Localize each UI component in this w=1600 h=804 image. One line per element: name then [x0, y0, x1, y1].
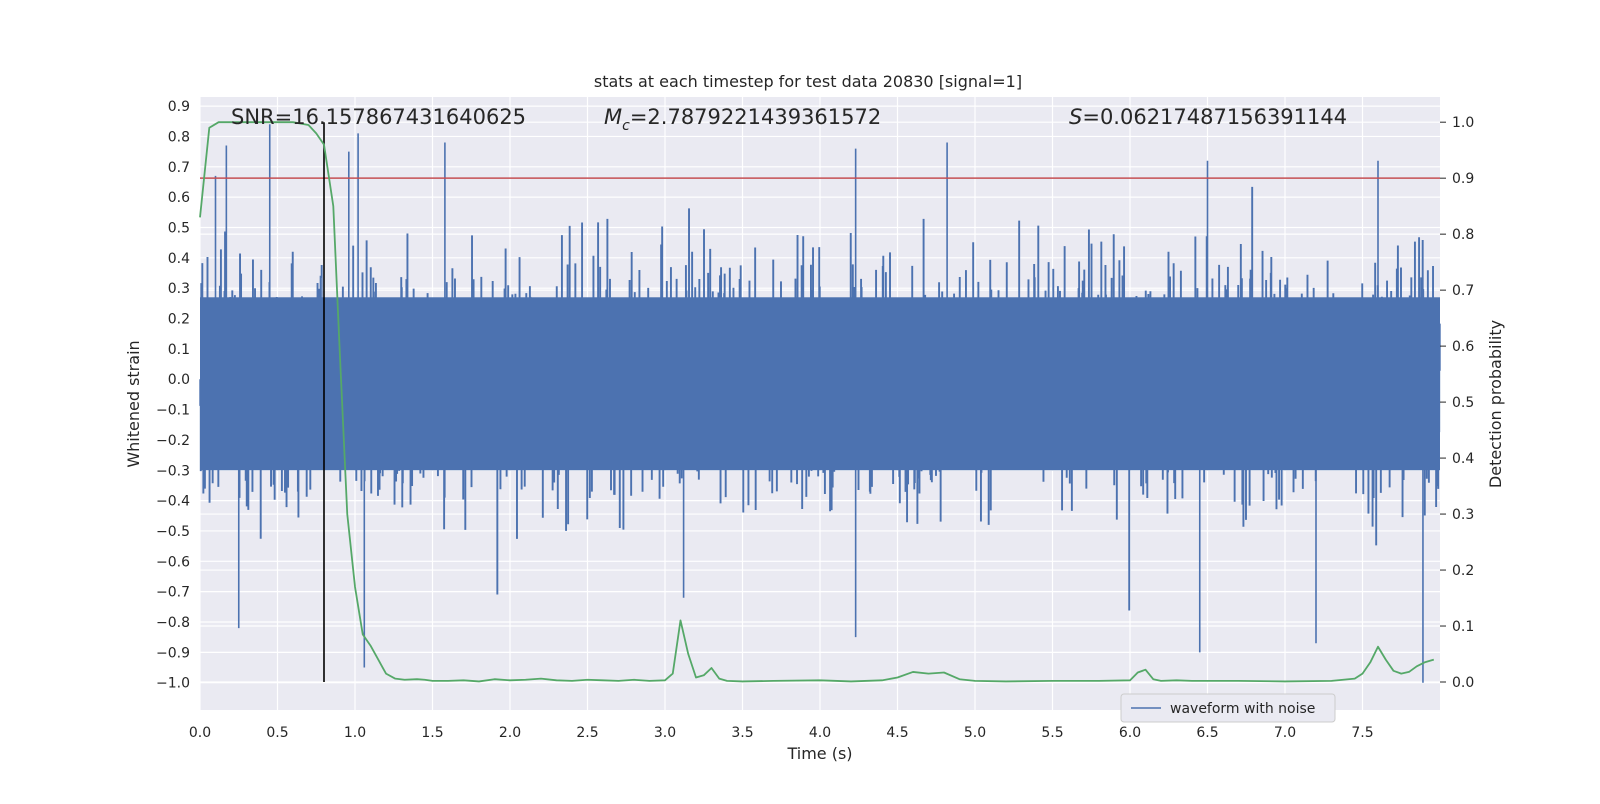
y-right-tick-label-8: 0.2	[1452, 563, 1474, 579]
legend: waveform with noise	[1120, 693, 1336, 723]
x-axis-label: Time (s)	[786, 744, 852, 763]
x-tick-label-3: 1.5	[421, 725, 443, 741]
y-left-tick-label-18: −0.9	[156, 645, 190, 661]
y-left-tick-label-4: 0.5	[168, 220, 190, 236]
y-left-axis-ticks: 0.9 0.8 0.7 0.6 0.5 0.4 0.3 0.2 0.1 0.0 −0.1 −0.2 −0…	[156, 99, 190, 692]
x-tick-label-14: 7.0	[1274, 725, 1296, 741]
legend-box	[1120, 693, 1336, 723]
x-tick-label-1: 0.5	[266, 725, 288, 741]
s-value: =0.06217487156391144	[1082, 105, 1347, 129]
probability-series	[199, 121, 1435, 683]
x-axis-ticks: 0.0 0.5 1.0 1.5 2.0 2.5 3.0 3.5 4.0 4.5 5.0 5.5 6.0 6…	[189, 725, 1374, 741]
y-left-tick-label-7: 0.2	[168, 312, 190, 328]
x-tick-label-2: 1.0	[344, 725, 366, 741]
x-tick-label-13: 6.5	[1196, 725, 1218, 741]
x-tick-label-12: 6.0	[1119, 725, 1141, 741]
chart-title: stats at each timestep for test data 208…	[594, 72, 1022, 91]
mc-value: =2.7879221439361572	[630, 105, 881, 129]
y-left-tick-label-8: 0.1	[168, 342, 190, 358]
x-tick-label-4: 2.0	[499, 725, 521, 741]
x-tick-label-0: 0.0	[189, 725, 211, 741]
y-left-tick-label-12: −0.3	[156, 463, 190, 479]
y-right-axis-label: Detection probability	[1486, 320, 1505, 488]
y-left-tick-label-9: 0.0	[168, 372, 190, 388]
y-right-tick-label-0: 1.0	[1452, 115, 1474, 131]
mc-symbol: M	[604, 105, 622, 129]
y-left-tick-label-2: 0.7	[168, 160, 190, 176]
waveform-core	[200, 297, 1440, 471]
x-tick-label-15: 7.5	[1351, 725, 1373, 741]
y-left-tick-label-0: 0.9	[168, 99, 190, 115]
y-left-tick-label-15: −0.6	[156, 554, 190, 570]
x-tick-label-11: 5.5	[1041, 725, 1063, 741]
x-tick-label-7: 3.5	[731, 725, 753, 741]
y-left-axis-label: Whitened strain	[124, 340, 143, 467]
y-right-tick-label-10: 0.0	[1452, 675, 1474, 691]
y-left-tick-label-14: −0.5	[156, 524, 190, 540]
y-left-tick-label-11: −0.2	[156, 433, 190, 449]
legend-label-waveform: waveform with noise	[1170, 701, 1315, 717]
s-symbol: S	[1069, 105, 1082, 129]
probability-line	[199, 121, 1435, 683]
s-annotation: S=0.06217487156391144	[1069, 105, 1347, 129]
waveform-series	[199, 124, 1441, 683]
snr-annotation: SNR=16.157867431640625	[231, 105, 526, 129]
y-left-tick-label-10: −0.1	[156, 403, 190, 419]
y-left-tick-label-5: 0.4	[168, 251, 190, 267]
x-tick-label-10: 5.0	[964, 725, 986, 741]
x-tick-label-6: 3.0	[654, 725, 676, 741]
y-right-tick-label-1: 0.9	[1452, 171, 1474, 187]
y-left-tick-label-13: −0.4	[156, 494, 190, 510]
y-right-tick-label-7: 0.3	[1452, 507, 1474, 523]
x-tick-label-5: 2.5	[576, 725, 598, 741]
y-right-tick-label-3: 0.7	[1452, 283, 1474, 299]
y-right-tick-label-9: 0.1	[1452, 619, 1474, 635]
y-left-tick-label-1: 0.8	[168, 129, 190, 145]
y-right-axis-ticks: 1.0 0.9 0.8 0.7 0.6 0.5 0.4 0.3 0.2 0.1 0.0	[1440, 115, 1474, 691]
y-left-tick-label-17: −0.8	[156, 615, 190, 631]
y-right-tick-label-5: 0.5	[1452, 395, 1474, 411]
x-tick-label-9: 4.5	[886, 725, 908, 741]
mc-annotation: Mc=2.7879221439361572	[604, 105, 881, 134]
y-left-tick-label-3: 0.6	[168, 190, 190, 206]
y-right-tick-label-4: 0.6	[1452, 339, 1474, 355]
x-tick-label-8: 4.0	[809, 725, 831, 741]
y-left-tick-label-6: 0.3	[168, 281, 190, 297]
y-left-tick-label-19: −1.0	[156, 676, 190, 692]
mc-subscript: c	[622, 118, 630, 134]
y-right-tick-label-6: 0.4	[1452, 451, 1474, 467]
y-left-tick-label-16: −0.7	[156, 585, 190, 601]
y-right-tick-label-2: 0.8	[1452, 227, 1474, 243]
